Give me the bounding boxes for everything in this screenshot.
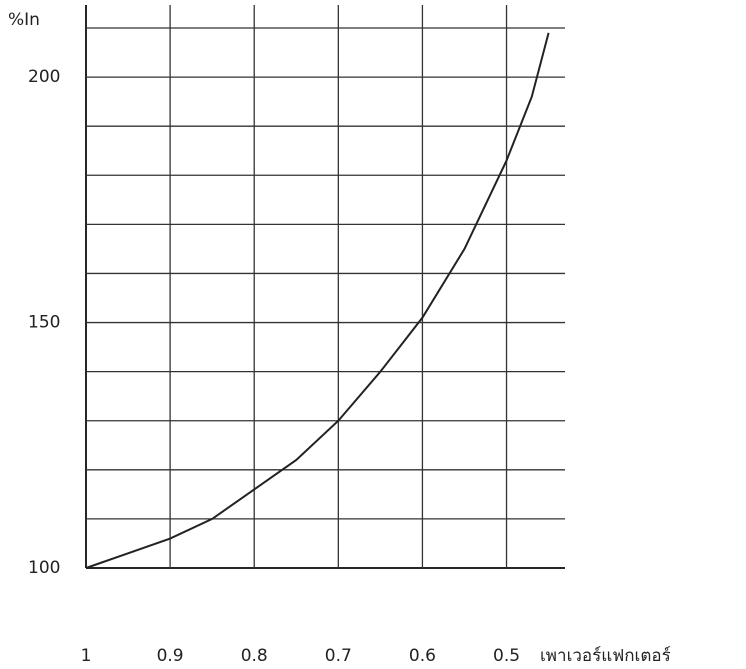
x-tick-label: 0.8 <box>241 646 268 666</box>
y-tick-label: 200 <box>28 67 60 87</box>
x-tick-label: 0.6 <box>409 646 436 666</box>
y-axis-label: %In <box>8 10 40 30</box>
y-tick-label: 100 <box>28 558 60 578</box>
x-tick-label: 0.9 <box>157 646 184 666</box>
x-tick-label: 1 <box>81 646 92 666</box>
chart: %In เพาเวอร์แฟกเตอร์ 100 150 200 1 0.9 0.8 0.7… <box>0 0 746 669</box>
data-line <box>86 33 549 568</box>
y-tick-label: 150 <box>28 313 60 333</box>
x-tick-label: 0.7 <box>325 646 352 666</box>
x-tick-label: 0.5 <box>493 646 520 666</box>
x-axis-label: เพาเวอร์แฟกเตอร์ <box>540 646 671 666</box>
